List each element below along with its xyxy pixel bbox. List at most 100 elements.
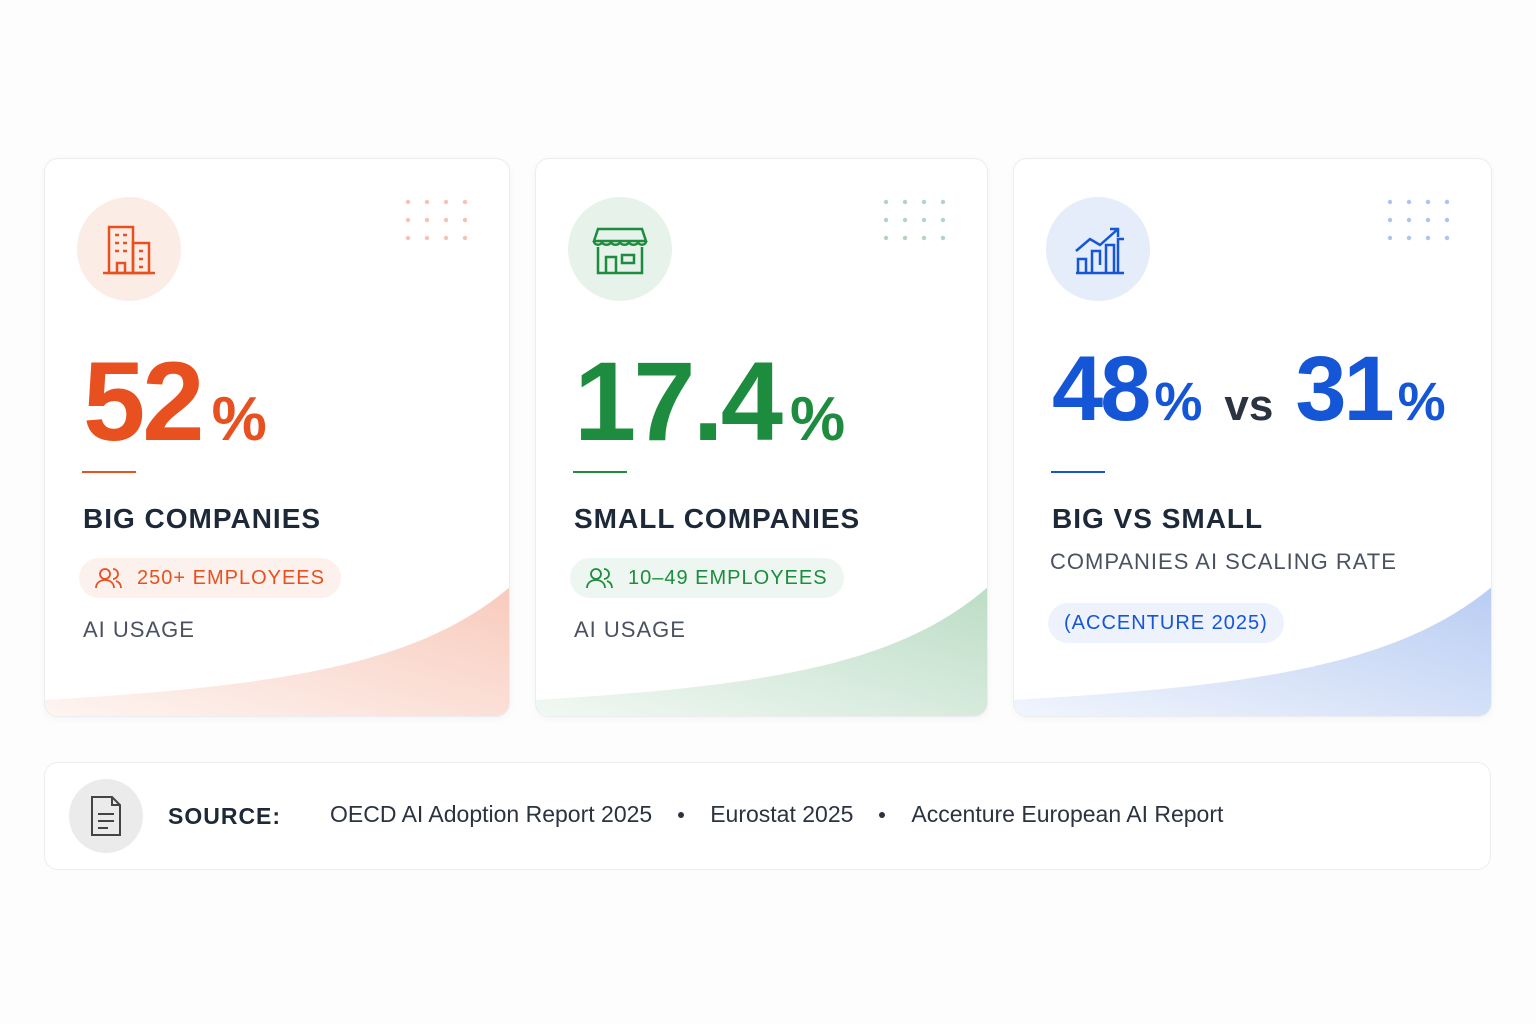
stat-unit: % (1154, 372, 1203, 432)
card-caption: AI USAGE (574, 617, 686, 642)
source-label: SOURCE: (168, 803, 282, 829)
card-wave (536, 587, 987, 716)
stat-card: 48% vs 31% BIG VS SMALL COMPANIES AI SCALING… (1013, 158, 1492, 717)
card-title: BIG COMPANIES (83, 503, 322, 534)
card-wave (45, 587, 509, 716)
dot (883, 217, 889, 223)
card-caption: AI USAGE (83, 617, 195, 642)
dot (462, 235, 468, 241)
bullet (678, 811, 685, 818)
dot-grid (1387, 199, 1450, 241)
dot (1444, 235, 1450, 241)
badge-text: (ACCENTURE 2025) (1064, 611, 1268, 634)
dot (1387, 217, 1393, 223)
growth-icon (1075, 227, 1124, 275)
dot (940, 199, 946, 205)
dot (1406, 199, 1412, 205)
dot (405, 199, 411, 205)
stat-separator: vs (1224, 381, 1274, 430)
accent-rule (1051, 471, 1105, 473)
dot (424, 235, 430, 241)
badge-text: 10–49 EMPLOYEES (628, 566, 828, 589)
card-title: BIG VS SMALL (1052, 503, 1264, 534)
dot (921, 235, 927, 241)
icon-shape (103, 233, 155, 275)
icon-shape (590, 568, 602, 580)
icon-shape (592, 227, 648, 243)
source-items: OECD AI Adoption Report 2025 Eurostat 202… (330, 801, 1223, 828)
dot (940, 217, 946, 223)
dot (443, 235, 449, 241)
dot (1406, 217, 1412, 223)
stat-value: 48 (1052, 338, 1151, 440)
people-icon (586, 568, 613, 589)
source-icon (69, 779, 143, 853)
badge: 10–49 EMPLOYEES (570, 558, 844, 598)
stat-row: 52% (83, 337, 267, 464)
dot (1406, 235, 1412, 241)
stat-unit: % (211, 385, 267, 454)
dot (940, 235, 946, 241)
stat-card: 52% BIG COMPANIES 250+ EMPLOYEES AI USAGE (44, 158, 510, 717)
stat-row: 48% vs 31% (1052, 337, 1446, 440)
bullet (879, 811, 886, 818)
icon-shape (95, 568, 122, 589)
building-icon (103, 225, 155, 275)
icon-shape (586, 568, 613, 589)
badge: 250+ EMPLOYEES (79, 558, 341, 598)
store-icon (592, 227, 648, 275)
dot (443, 217, 449, 223)
dot (443, 199, 449, 205)
dot (405, 217, 411, 223)
dot (462, 217, 468, 223)
people-icon (95, 568, 122, 589)
card-title: SMALL COMPANIES (574, 503, 861, 534)
dot (1425, 199, 1431, 205)
icon-shape (107, 225, 135, 275)
wave-shape (536, 587, 987, 716)
dot (424, 217, 430, 223)
wave-shape (1014, 587, 1491, 716)
icon-circle (77, 197, 181, 301)
icon-shape (99, 568, 111, 580)
card-subtitle: COMPANIES AI SCALING RATE (1050, 549, 1397, 574)
source-box: SOURCE: OECD AI Adoption Report 2025 Euros… (44, 762, 1491, 870)
dot (902, 235, 908, 241)
dot (883, 199, 889, 205)
stat-value: 52 (83, 339, 205, 464)
source-item: Accenture European AI Report (911, 801, 1224, 827)
dot (1444, 217, 1450, 223)
document-icon (91, 796, 121, 836)
dot (902, 199, 908, 205)
dot (1425, 235, 1431, 241)
stat-card: 17.4% SMALL COMPANIES 10–49 EMPLOYEES AI US… (535, 158, 988, 717)
icon-circle (568, 197, 672, 301)
source-item: OECD AI Adoption Report 2025 (330, 801, 653, 827)
wave-shape (45, 587, 509, 716)
dot (902, 217, 908, 223)
stat-value: 17.4 (574, 339, 783, 464)
stat-value: 31 (1295, 338, 1394, 440)
accent-rule (82, 471, 136, 473)
stat-unit: % (1397, 372, 1446, 432)
dot (424, 199, 430, 205)
badge: (ACCENTURE 2025) (1048, 603, 1284, 643)
dot (462, 199, 468, 205)
dot (883, 235, 889, 241)
dot (1387, 199, 1393, 205)
stat-unit: % (789, 385, 846, 454)
accent-rule (573, 471, 627, 473)
icon-shape (1075, 227, 1124, 275)
dot (1425, 217, 1431, 223)
icon-shape (592, 240, 648, 275)
dot (405, 235, 411, 241)
card-wave (1014, 587, 1491, 716)
dot (921, 217, 927, 223)
dot-grid (405, 199, 468, 241)
dot (1387, 235, 1393, 241)
stat-row: 17.4% (574, 337, 845, 464)
dot-grid (883, 199, 946, 241)
dot (1444, 199, 1450, 205)
